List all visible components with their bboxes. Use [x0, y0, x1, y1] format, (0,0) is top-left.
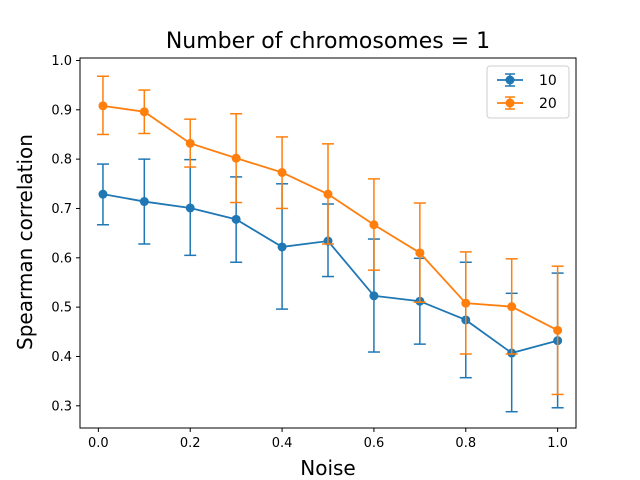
y-tick-label: 0.6 — [51, 251, 72, 266]
data-point — [277, 242, 287, 252]
y-tick-label: 0.7 — [51, 202, 72, 217]
data-point — [231, 214, 241, 224]
data-point — [323, 189, 333, 199]
ticks: 0.0 0.2 0.4 0.6 0.8 1.0 0.3 0.4 0.5 0.6 0.7 0.8 0.9 1… — [51, 54, 568, 451]
data-point — [185, 138, 195, 148]
data-point — [185, 203, 195, 213]
data-point — [507, 302, 517, 312]
data-point — [553, 325, 563, 335]
data-point — [277, 167, 287, 177]
legend-marker — [505, 75, 515, 85]
series-20 — [96, 75, 564, 396]
data-point — [461, 298, 471, 308]
y-tick-label: 1.0 — [51, 54, 72, 69]
data-point — [369, 220, 379, 230]
data-point — [415, 248, 425, 258]
y-tick-label: 0.5 — [51, 301, 72, 316]
data-point — [139, 107, 149, 117]
y-tick-label: 0.8 — [51, 153, 72, 168]
x-tick-label: 0.2 — [180, 436, 201, 451]
x-tick-label: 0.4 — [272, 436, 293, 451]
series-line — [102, 193, 558, 354]
series-layer — [96, 75, 564, 413]
legend-entry-20: 20 — [497, 96, 557, 112]
legend-label: 20 — [539, 96, 557, 112]
data-point — [139, 197, 149, 207]
data-point — [98, 189, 108, 199]
x-tick-label: 0.6 — [364, 436, 385, 451]
y-tick-label: 0.3 — [51, 399, 72, 414]
x-tick-label: 0.0 — [88, 436, 109, 451]
plot-frame — [79, 57, 577, 429]
x-tick-label: 1.0 — [547, 436, 568, 451]
legend-entry-10: 10 — [497, 73, 557, 89]
y-tick-label: 0.4 — [51, 350, 72, 365]
data-point — [231, 153, 241, 163]
data-point — [98, 101, 108, 111]
legend-label: 10 — [539, 73, 557, 89]
x-tick-label: 0.8 — [455, 436, 476, 451]
series-line — [102, 104, 559, 332]
y-tick-label: 0.9 — [51, 103, 72, 118]
y-axis-label: Spearman correlation — [13, 134, 37, 350]
chart-title: Number of chromosomes = 1 — [166, 29, 490, 54]
legend-marker — [505, 98, 515, 108]
data-point — [369, 291, 379, 301]
x-axis-label: Noise — [300, 456, 355, 480]
